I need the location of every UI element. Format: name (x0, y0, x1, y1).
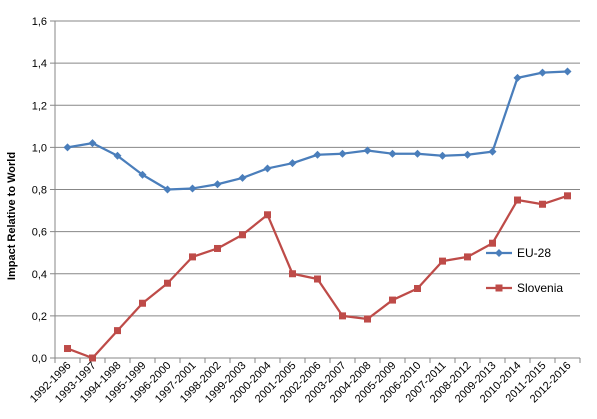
data-point (239, 231, 246, 239)
y-tick-label: 0,8 (32, 185, 47, 197)
y-tick-labels: 0,0 0,2 0,4 0,6 0,8 1,0 1,2 1,4 1,6 (32, 16, 47, 365)
data-point (563, 67, 572, 76)
x-tick-labels: 1992-19961993-19971994-19981995-19991996… (28, 360, 574, 406)
y-tick-label: 1,2 (32, 100, 47, 112)
data-point (63, 143, 72, 152)
data-point (439, 257, 446, 265)
data-point (413, 149, 422, 158)
data-point (363, 146, 372, 155)
legend-swatch-marker (495, 249, 503, 257)
data-point (389, 296, 396, 304)
data-point (163, 185, 172, 194)
data-point (64, 345, 71, 353)
y-tick-label: 1,6 (32, 16, 47, 28)
data-point (538, 68, 547, 77)
y-tick-label: 1,4 (32, 58, 47, 70)
gridlines (55, 20, 580, 317)
data-point (238, 173, 247, 182)
data-point (138, 170, 147, 179)
legend-entry: EU-28 (486, 246, 551, 260)
legend-swatch-marker (495, 284, 503, 292)
data-point (514, 196, 521, 204)
data-point (489, 239, 496, 247)
data-point (139, 299, 146, 307)
data-point (314, 275, 321, 283)
data-point (338, 149, 347, 158)
data-point (464, 253, 471, 261)
data-point (188, 184, 197, 193)
data-point (288, 159, 297, 168)
data-point (263, 164, 272, 173)
data-point (539, 200, 546, 208)
y-tick-label: 1,0 (32, 142, 47, 154)
y-tick-label: 0,2 (32, 311, 47, 323)
data-point (264, 211, 271, 219)
data-point (513, 73, 522, 82)
legend-entry: Slovenia (486, 281, 563, 295)
y-tick-label: 0,4 (32, 269, 47, 281)
series-slovenia (64, 192, 571, 362)
legend-label: Slovenia (517, 281, 563, 295)
axes (50, 20, 581, 363)
data-point (88, 139, 97, 148)
data-point (438, 151, 447, 160)
data-point (89, 354, 96, 362)
data-point (339, 312, 346, 320)
data-point (114, 327, 121, 335)
data-point (164, 279, 171, 287)
y-tick-label: 0,0 (32, 353, 47, 365)
data-point (463, 150, 472, 159)
legend-label: EU-28 (517, 246, 551, 260)
data-point (214, 244, 221, 252)
data-point (388, 149, 397, 158)
data-point (414, 284, 421, 292)
y-tick-label: 0,6 (32, 227, 47, 239)
data-point (189, 253, 196, 261)
data-point (488, 147, 497, 156)
data-point (213, 180, 222, 189)
series-eu-28 (63, 67, 572, 194)
data-point (564, 192, 571, 200)
data-point (313, 150, 322, 159)
data-point (113, 151, 122, 160)
y-axis-title: Impact Relative to World (6, 152, 18, 280)
data-point (364, 315, 371, 323)
legend: EU-28 Slovenia (486, 246, 563, 295)
data-point (289, 270, 296, 278)
series-group (63, 67, 572, 362)
